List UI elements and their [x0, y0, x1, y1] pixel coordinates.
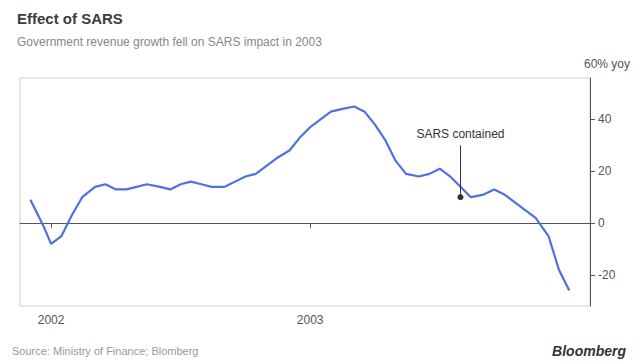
svg-text:SARS contained: SARS contained — [416, 127, 504, 141]
svg-text:Government revenue growth fell: Government revenue growth fell on SARS i… — [17, 35, 322, 49]
svg-text:2002: 2002 — [38, 313, 65, 327]
svg-text:2003: 2003 — [297, 313, 324, 327]
svg-text:20: 20 — [598, 164, 612, 178]
svg-text:Effect of SARS: Effect of SARS — [17, 10, 123, 27]
svg-text:40: 40 — [598, 112, 612, 126]
svg-text:60% yoy: 60% yoy — [584, 57, 630, 71]
svg-text:Bloomberg: Bloomberg — [552, 343, 626, 359]
svg-text:-20: -20 — [598, 268, 616, 282]
svg-text:Source: Ministry of Finance; B: Source: Ministry of Finance; Blomberg — [12, 345, 198, 357]
svg-text:0: 0 — [598, 216, 605, 230]
